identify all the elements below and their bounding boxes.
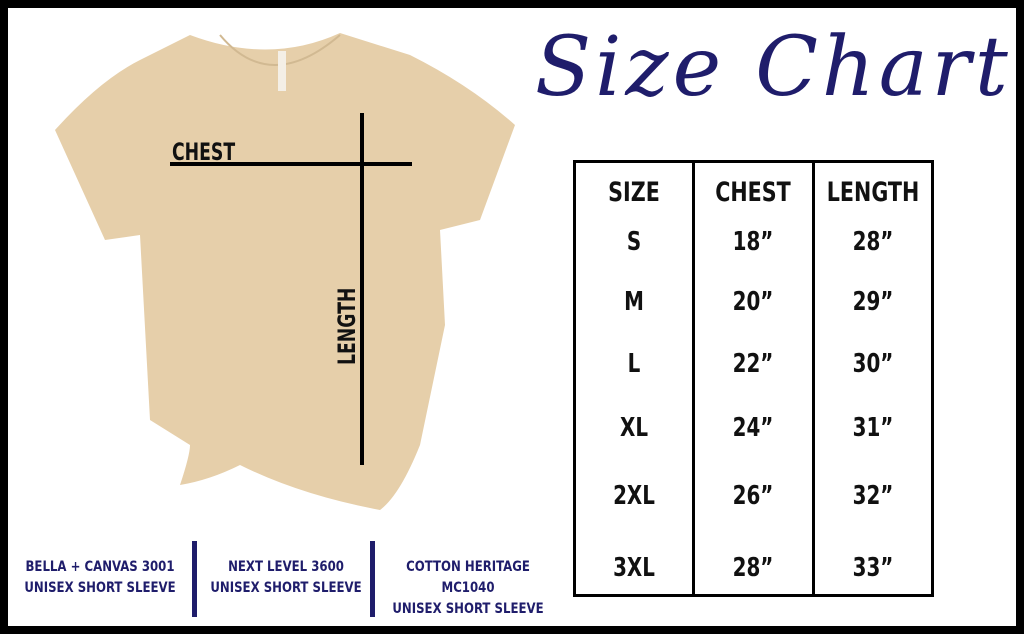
chest-column: CHEST 18” 20” 22” 24” 26” 28” — [695, 163, 815, 594]
page-title: Size Chart — [535, 20, 1012, 115]
divider — [370, 541, 375, 617]
chest-label: CHEST — [172, 138, 236, 166]
table-cell: 28” — [852, 227, 894, 257]
size-column: SIZE S M L XL 2XL 3XL — [576, 163, 696, 594]
table-cell: 31” — [852, 413, 894, 443]
length-label: LENGTH — [333, 287, 361, 365]
brand-style: UNISEX SHORT SLEEVE — [24, 580, 176, 596]
table-cell: 24” — [733, 413, 774, 443]
table-cell: XL — [620, 413, 649, 443]
table-cell: 18” — [733, 227, 774, 257]
tshirt-image — [55, 33, 515, 510]
brand-next-level: NEXT LEVEL 3600 UNISEX SHORT SLEEVE — [205, 557, 367, 599]
table-cell: 28” — [733, 553, 774, 583]
table-header: CHEST — [715, 177, 792, 208]
brand-cotton-heritage: COTTON HERITAGE MC1040 UNISEX SHORT SLEEV… — [387, 557, 549, 620]
table-cell: 32” — [852, 481, 894, 511]
table-cell: 22” — [733, 349, 774, 379]
tshirt-shape — [55, 33, 515, 510]
table-cell: 20” — [733, 287, 774, 317]
brand-style: UNISEX SHORT SLEEVE — [392, 601, 544, 617]
table-header: LENGTH — [826, 177, 920, 208]
size-table: SIZE S M L XL 2XL 3XL CHEST 18” 20” 22” 24” 26” 28” … — [573, 160, 934, 597]
table-header: SIZE — [608, 177, 660, 208]
length-column: LENGTH 28” 29” 30” 31” 32” 33” — [815, 163, 931, 594]
table-cell: S — [626, 227, 642, 257]
table-cell: 29” — [852, 287, 894, 317]
brand-bella-canvas: BELLA + CANVAS 3001 UNISEX SHORT SLEEVE — [19, 557, 181, 599]
table-cell: 26” — [733, 481, 774, 511]
table-cell: 3XL — [613, 553, 656, 583]
brand-style: UNISEX SHORT SLEEVE — [210, 580, 362, 596]
tshirt-tag — [278, 51, 286, 91]
table-cell: M — [624, 287, 645, 317]
divider — [192, 541, 197, 617]
table-cell: 30” — [852, 349, 894, 379]
brand-model: BELLA + CANVAS 3001 — [25, 559, 175, 575]
table-cell: 33” — [852, 553, 894, 583]
brand-model: NEXT LEVEL 3600 — [228, 559, 344, 575]
table-cell: L — [627, 349, 641, 379]
table-cell: 2XL — [613, 481, 656, 511]
brand-model: COTTON HERITAGE MC1040 — [406, 559, 530, 596]
